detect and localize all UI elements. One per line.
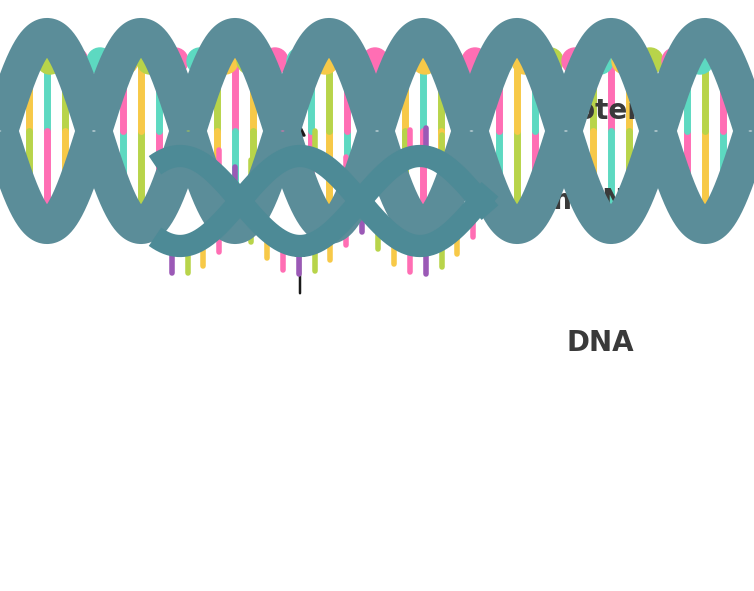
Ellipse shape: [437, 48, 463, 74]
Ellipse shape: [562, 48, 588, 74]
Ellipse shape: [212, 48, 238, 74]
Ellipse shape: [512, 48, 538, 74]
Ellipse shape: [487, 48, 513, 74]
Ellipse shape: [637, 48, 663, 74]
Ellipse shape: [287, 48, 313, 74]
Ellipse shape: [612, 48, 638, 74]
Ellipse shape: [662, 48, 688, 74]
Ellipse shape: [62, 48, 88, 74]
Ellipse shape: [587, 48, 613, 74]
Ellipse shape: [362, 48, 388, 74]
Ellipse shape: [412, 48, 438, 74]
Ellipse shape: [87, 48, 113, 74]
Ellipse shape: [337, 48, 363, 74]
Text: Protein: Protein: [543, 97, 657, 125]
Ellipse shape: [112, 48, 138, 74]
Text: mRNA: mRNA: [553, 187, 648, 215]
Ellipse shape: [37, 48, 63, 74]
Ellipse shape: [537, 48, 563, 74]
Ellipse shape: [237, 48, 263, 74]
Ellipse shape: [137, 48, 163, 74]
Ellipse shape: [312, 48, 338, 74]
Ellipse shape: [262, 48, 288, 74]
Text: DNA: DNA: [566, 329, 634, 357]
Ellipse shape: [187, 48, 213, 74]
Ellipse shape: [687, 48, 713, 74]
Ellipse shape: [162, 48, 188, 74]
Ellipse shape: [387, 48, 413, 74]
Ellipse shape: [462, 48, 488, 74]
